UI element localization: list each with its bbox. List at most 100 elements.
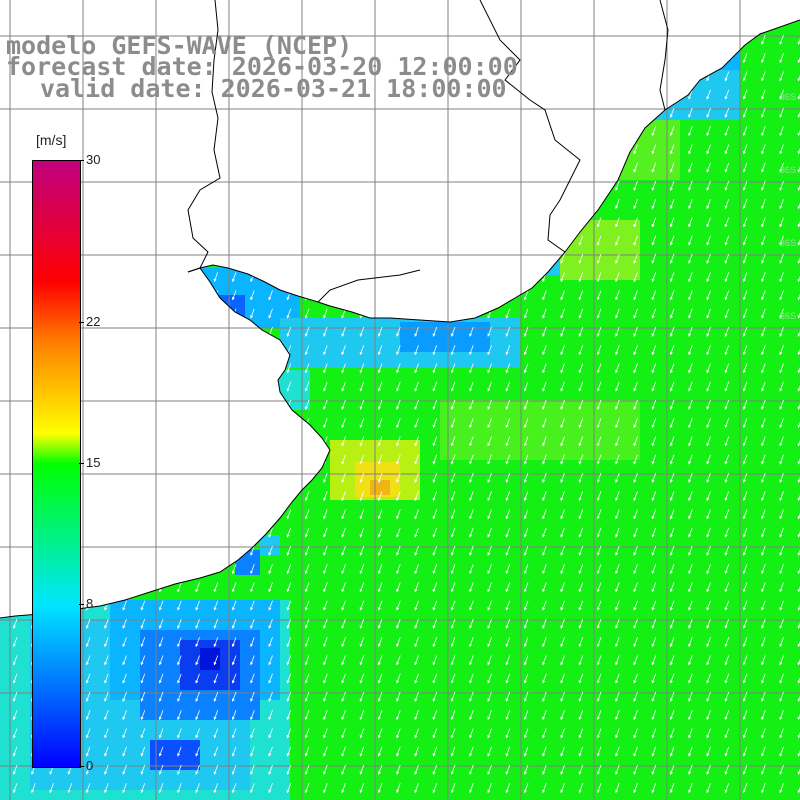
wind-arrow bbox=[195, 600, 200, 611]
wind-arrow bbox=[615, 235, 620, 246]
wind-arrow bbox=[742, 107, 748, 118]
wind-arrow bbox=[651, 527, 657, 538]
wind-arrow bbox=[323, 381, 328, 392]
wind-arrow bbox=[231, 290, 237, 301]
wind-arrow bbox=[761, 564, 766, 575]
wind-arrow bbox=[450, 363, 456, 374]
wind-arrow bbox=[469, 381, 474, 392]
wind-arrow bbox=[615, 290, 620, 301]
wind-arrow bbox=[706, 454, 711, 465]
wind-arrow bbox=[341, 472, 346, 483]
wind-arrow bbox=[414, 472, 419, 483]
wind-arrow bbox=[323, 564, 328, 575]
wind-arrow bbox=[359, 600, 365, 611]
wind-arrow bbox=[560, 253, 565, 264]
wind-arrow bbox=[596, 253, 602, 264]
wind-arrow bbox=[761, 107, 766, 118]
wind-arrow bbox=[669, 199, 675, 210]
wind-arrow bbox=[797, 582, 800, 593]
wind-arrow bbox=[414, 418, 419, 429]
wind-arrow bbox=[669, 618, 675, 629]
wind-arrow bbox=[633, 436, 638, 447]
wind-arrow bbox=[797, 144, 800, 155]
wind-arrow bbox=[213, 618, 219, 629]
wind-arrow bbox=[414, 345, 419, 356]
wind-arrow bbox=[797, 326, 800, 337]
wind-arrow bbox=[578, 399, 584, 410]
wind-arrow bbox=[742, 53, 748, 64]
wind-arrow bbox=[633, 235, 638, 246]
wind-arrow bbox=[469, 509, 474, 520]
wind-arrow bbox=[688, 545, 693, 556]
wind-arrow bbox=[578, 253, 584, 264]
wind-arrow bbox=[651, 308, 657, 319]
wind-arrow bbox=[742, 564, 748, 575]
wind-arrow bbox=[286, 363, 292, 374]
wind-arrow bbox=[688, 326, 693, 337]
wind-arrow bbox=[651, 418, 657, 429]
wind-arrow bbox=[761, 217, 766, 228]
wind-arrow bbox=[633, 582, 638, 593]
wind-arrow bbox=[706, 363, 711, 374]
wind-arrow bbox=[341, 545, 346, 556]
wind-arrow bbox=[432, 345, 438, 356]
wind-arrow bbox=[414, 326, 419, 337]
wind-arrow bbox=[779, 472, 784, 483]
wind-arrow bbox=[323, 509, 328, 520]
wind-arrow bbox=[633, 418, 638, 429]
wind-arrow bbox=[560, 290, 565, 301]
wind-arrow bbox=[359, 345, 365, 356]
wind-arrow bbox=[432, 582, 438, 593]
wind-arrow bbox=[250, 564, 255, 575]
wind-arrow bbox=[341, 418, 346, 429]
wind-arrow bbox=[651, 199, 657, 210]
wind-arrow bbox=[542, 618, 547, 629]
wind-arrow bbox=[432, 436, 438, 447]
wind-arrow bbox=[633, 290, 638, 301]
wind-arrow bbox=[469, 326, 474, 337]
wind-arrow bbox=[341, 436, 346, 447]
wind-arrow bbox=[724, 564, 730, 575]
wind-arrow bbox=[377, 637, 383, 648]
wind-arrow bbox=[797, 418, 800, 429]
wind-arrow bbox=[779, 253, 784, 264]
wind-arrow bbox=[706, 491, 711, 502]
wind-arrow bbox=[688, 491, 693, 502]
wind-arrow bbox=[615, 545, 620, 556]
wind-arrow bbox=[779, 509, 784, 520]
wind-arrow bbox=[450, 436, 456, 447]
wind-arrow bbox=[377, 527, 383, 538]
svg-text:36S: 36S bbox=[780, 165, 796, 175]
wind-arrow bbox=[761, 381, 766, 392]
wind-arrow bbox=[633, 162, 638, 173]
wind-arrow bbox=[779, 545, 784, 556]
colorbar-tick-label: 22 bbox=[86, 313, 101, 329]
wind-arrow bbox=[469, 600, 474, 611]
wind-arrow bbox=[724, 217, 730, 228]
wind-arrow bbox=[761, 272, 766, 283]
wind-arrow bbox=[669, 545, 675, 556]
wind-arrow bbox=[377, 582, 383, 593]
wind-arrow bbox=[377, 326, 383, 337]
wind-arrow bbox=[523, 399, 529, 410]
wind-arrow bbox=[505, 527, 511, 538]
wind-arrow bbox=[761, 253, 766, 264]
wind-arrow bbox=[396, 637, 401, 648]
wind-arrow bbox=[633, 637, 638, 648]
wind-arrow bbox=[158, 637, 164, 648]
wind-arrow bbox=[761, 308, 766, 319]
wind-arrow bbox=[669, 582, 675, 593]
wind-arrow bbox=[213, 637, 219, 648]
wind-arrow bbox=[633, 472, 638, 483]
wind-arrow bbox=[688, 418, 693, 429]
colorbar-tick-mark bbox=[79, 766, 84, 767]
wind-arrow bbox=[213, 600, 219, 611]
wind-arrow bbox=[122, 600, 127, 611]
wind-arrow bbox=[688, 89, 693, 100]
wind-arrow bbox=[706, 381, 711, 392]
wind-arrow bbox=[706, 180, 711, 191]
wind-arrow bbox=[761, 89, 766, 100]
wind-arrow bbox=[706, 582, 711, 593]
wind-arrow bbox=[414, 454, 419, 465]
wind-arrow bbox=[761, 126, 766, 137]
